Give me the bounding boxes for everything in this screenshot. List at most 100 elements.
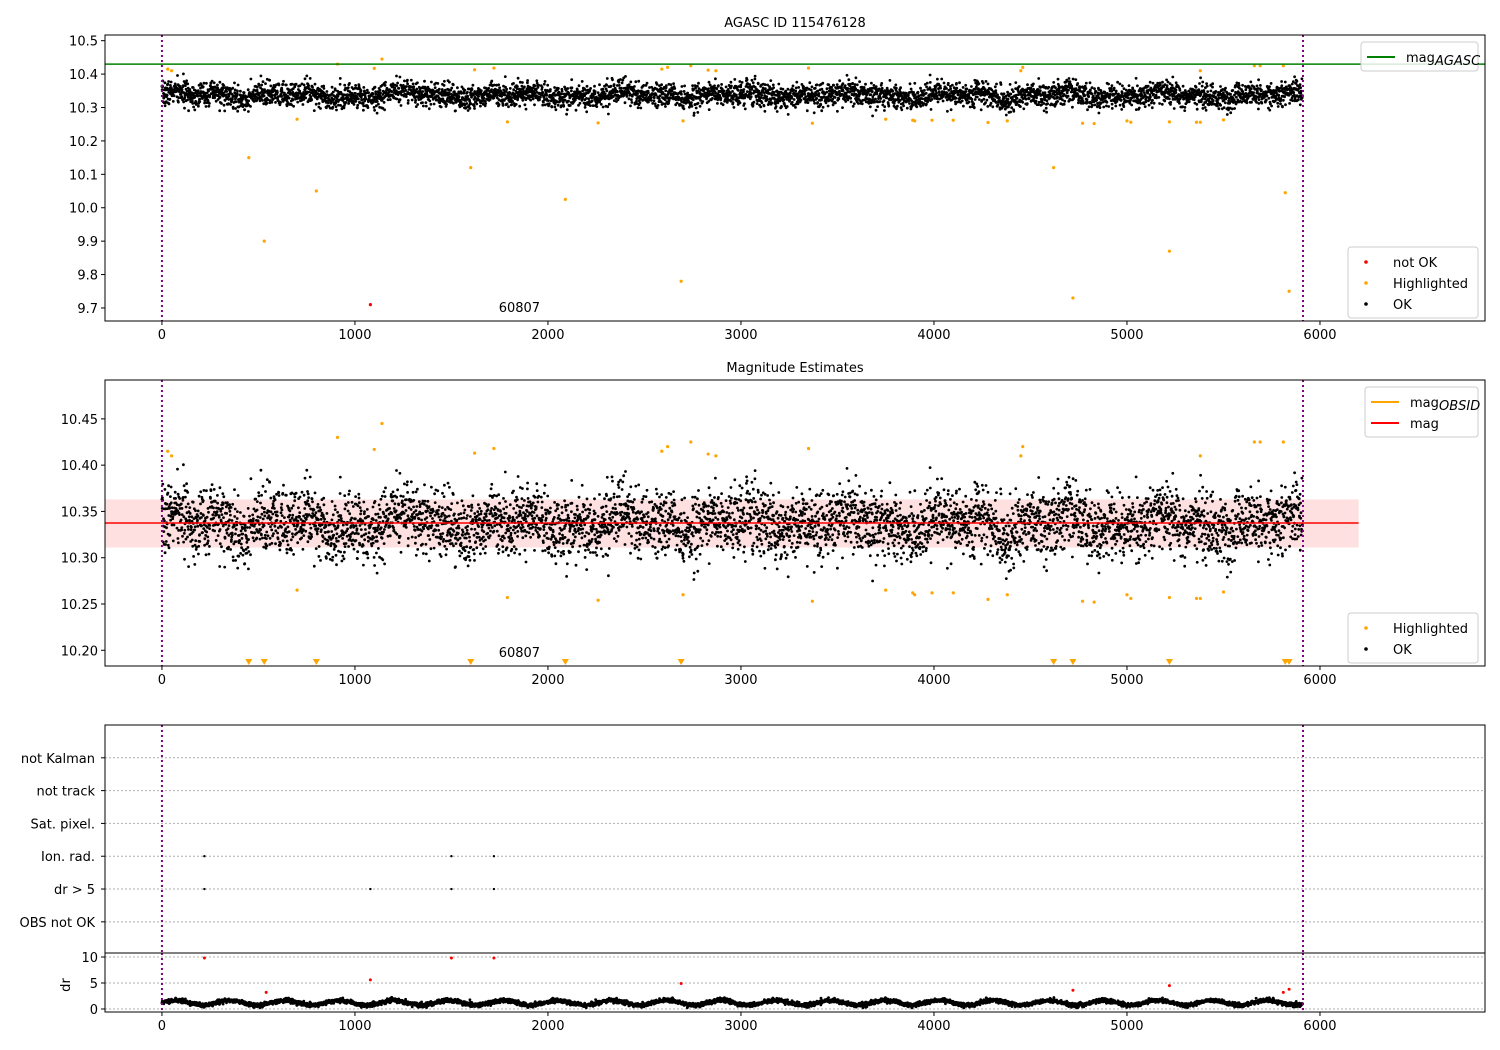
ok-point (231, 107, 235, 110)
ok-point (924, 91, 928, 95)
ok-point (849, 96, 853, 100)
ok-point (1187, 100, 1191, 104)
ok-point (218, 95, 222, 99)
ok-point (1093, 103, 1097, 107)
ok-point (416, 81, 419, 85)
ok-point (497, 83, 501, 87)
ok-point (505, 102, 509, 106)
ok-point (1283, 80, 1287, 84)
ok-point (1298, 103, 1302, 107)
ok-point (721, 103, 725, 107)
ok-point (247, 99, 251, 103)
ok-point (878, 87, 881, 91)
ok-point (696, 84, 699, 88)
ok-point (1040, 98, 1044, 101)
ok-point (303, 77, 307, 81)
ok-point (424, 104, 428, 108)
ok-point (940, 77, 944, 81)
ok-point (993, 85, 997, 89)
ok-point (217, 94, 220, 97)
ok-point (1245, 101, 1249, 105)
ok-point (655, 83, 659, 86)
ok-point (874, 97, 877, 101)
ok-point (1122, 105, 1126, 108)
ok-point (565, 108, 569, 112)
ok-point (794, 86, 798, 90)
ok-point (163, 81, 167, 85)
ok-point (854, 76, 858, 80)
ok-point (847, 78, 851, 82)
ok-point (242, 91, 246, 94)
ok-point (556, 103, 560, 107)
ok-point (203, 101, 207, 105)
ok-point (664, 105, 667, 108)
ok-point (899, 86, 902, 90)
ok-point (382, 101, 386, 104)
ok-point (593, 90, 597, 93)
ok-point (243, 108, 247, 111)
ok-point (1105, 100, 1109, 104)
ok-point (1224, 86, 1227, 90)
ok-point (271, 90, 275, 94)
ok-point (813, 101, 816, 105)
ok-point (383, 84, 387, 87)
ok-point (1279, 102, 1282, 106)
ok-point (605, 83, 608, 87)
ok-point (1144, 100, 1148, 104)
ok-point (429, 102, 433, 106)
ok-point (442, 99, 446, 103)
ok-point (432, 102, 436, 106)
ok-point (173, 82, 177, 86)
ok-point (627, 83, 631, 86)
ok-point (567, 99, 570, 103)
ok-point (242, 103, 246, 107)
ok-point (907, 93, 910, 97)
ok-point (1151, 98, 1154, 102)
ok-point (679, 90, 683, 93)
ok-point (1014, 81, 1018, 84)
ok-point (817, 92, 821, 95)
ok-point (1249, 80, 1253, 84)
ok-point (346, 86, 350, 89)
ok-point (294, 82, 298, 86)
ok-point (1052, 81, 1056, 84)
ok-point (207, 104, 211, 108)
ok-point (1152, 92, 1155, 96)
ok-point (836, 109, 839, 113)
ok-point (312, 109, 316, 112)
ok-point (1235, 95, 1238, 99)
ok-point (925, 85, 928, 89)
ok-point (875, 92, 879, 96)
ok-point (1160, 102, 1164, 106)
ok-point (357, 97, 360, 101)
ok-point (1087, 105, 1091, 109)
ok-point (447, 91, 451, 94)
ok-point (262, 94, 266, 98)
ok-point (590, 99, 594, 103)
ok-point (1032, 82, 1035, 86)
ok-point (843, 84, 847, 87)
ok-point (1042, 102, 1046, 105)
ok-point (412, 85, 416, 89)
ok-point (175, 86, 179, 90)
ok-point (535, 79, 539, 83)
ok-point (1165, 84, 1169, 88)
ok-point (825, 87, 829, 91)
ok-point (1250, 100, 1253, 104)
ok-point (720, 83, 723, 86)
ok-point (1241, 90, 1245, 93)
ok-point (257, 83, 261, 87)
ok-point (384, 80, 387, 84)
ok-point (1211, 85, 1214, 89)
ok-point (1076, 82, 1080, 85)
ok-point (239, 89, 242, 93)
ok-point (1006, 97, 1010, 101)
ok-point (218, 109, 222, 113)
ok-point (1223, 101, 1227, 105)
ok-point (1116, 80, 1119, 84)
ok-point (541, 103, 545, 107)
ok-point (915, 105, 919, 109)
ok-point (475, 102, 479, 106)
ok-point (298, 89, 302, 93)
ok-point (1170, 83, 1174, 87)
